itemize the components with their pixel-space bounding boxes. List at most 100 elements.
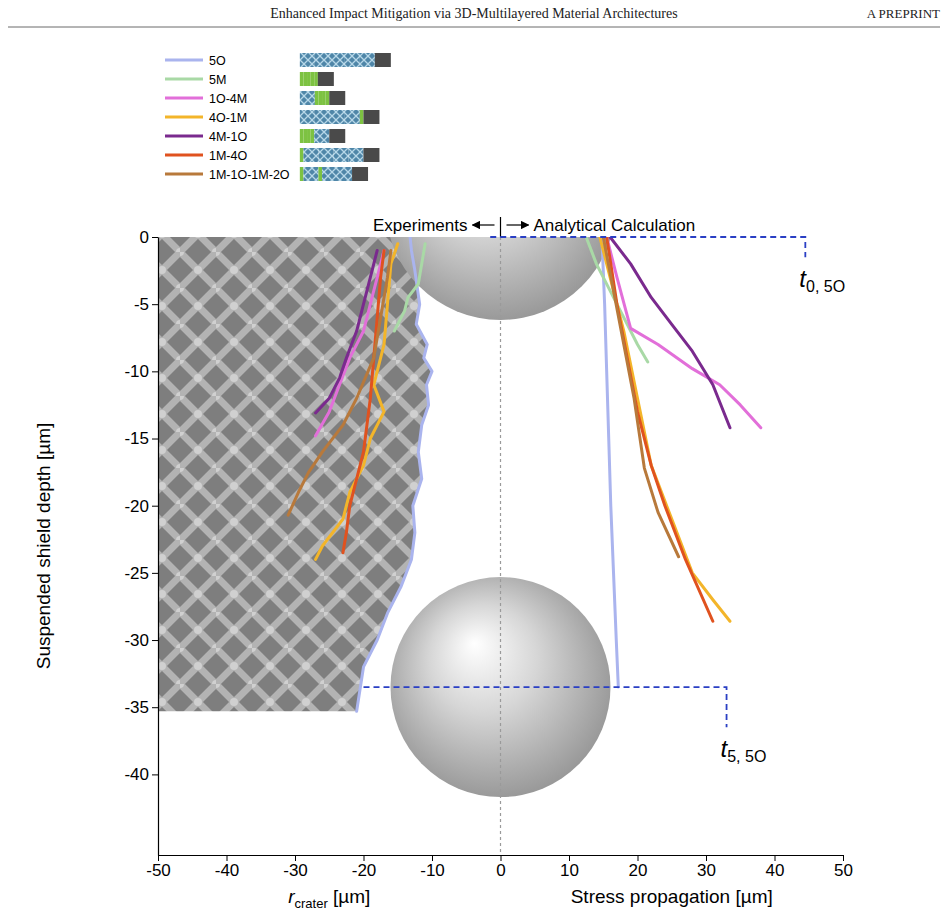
experiment-line — [394, 244, 425, 331]
legend-swatch — [165, 173, 203, 176]
experiment-line — [343, 250, 384, 552]
legend-swatch — [165, 78, 203, 81]
legend-label: 4O-1M — [209, 111, 247, 125]
legend-layer — [300, 129, 304, 143]
header-rule — [8, 27, 940, 28]
legend-layer — [314, 72, 318, 86]
x-axis-title-part: [µm] — [328, 886, 371, 907]
legend-substrate — [329, 129, 345, 143]
legend-layer — [322, 91, 326, 105]
legend-substrate — [352, 167, 368, 181]
tick: -10 — [124, 362, 158, 381]
annotation-label: t5, 5O — [721, 735, 767, 765]
tick-label: 0 — [496, 861, 505, 880]
tick-mark — [152, 640, 158, 641]
legend-layer — [307, 129, 311, 143]
tick: -35 — [124, 698, 158, 717]
legend-layer — [348, 148, 363, 162]
legend-layer — [315, 91, 319, 105]
tick-mark — [152, 371, 158, 372]
annotation-line — [490, 237, 805, 257]
legend-label: 4M-1O — [209, 130, 247, 144]
tick: -30 — [124, 631, 158, 650]
divider-tick — [500, 217, 501, 237]
analytical-line — [607, 237, 761, 428]
legend-layer — [303, 72, 307, 86]
divider-arrow — [507, 224, 529, 225]
tick: 0 — [496, 855, 505, 880]
tick: 40 — [766, 855, 785, 880]
tick: 50 — [834, 855, 853, 880]
x-axis-title: Stress propagation [µm] — [571, 886, 773, 907]
legend-layer — [360, 53, 375, 67]
legend-substrate — [329, 91, 345, 105]
tick-label: -20 — [352, 861, 377, 880]
legend-layer — [300, 53, 315, 67]
legend-layer — [311, 129, 315, 143]
legend-swatch — [165, 116, 203, 119]
legend-layer — [300, 91, 315, 105]
tick-label: 40 — [766, 861, 785, 880]
legend-substrate — [363, 110, 379, 124]
annotation-label: t0, 5O — [799, 265, 845, 295]
tick: -50 — [146, 855, 171, 880]
tick: -20 — [124, 497, 158, 516]
legend-layer — [345, 53, 360, 67]
legend-layer — [337, 167, 352, 181]
y-axis: -40-35-30-25-20-15-10-50 — [124, 228, 158, 856]
legend-layer — [303, 167, 318, 181]
legend-layer — [333, 148, 348, 162]
tick-mark — [152, 774, 158, 775]
lattice-image — [158, 237, 432, 711]
tick-label: 0 — [140, 228, 149, 247]
legend-swatch — [165, 59, 203, 62]
annotation-line — [364, 687, 727, 727]
tick-label: 10 — [560, 861, 579, 880]
legend-layer — [322, 167, 337, 181]
tick-label: -15 — [124, 429, 149, 448]
tick-label: -30 — [124, 631, 149, 650]
tick-label: 20 — [629, 861, 648, 880]
legend-layer — [318, 91, 322, 105]
tick: -25 — [124, 564, 158, 583]
tick: 30 — [697, 855, 716, 880]
tick-mark — [152, 506, 158, 507]
tick-label: -5 — [134, 295, 149, 314]
annotation-label-part: 5, 5O — [727, 748, 766, 765]
divider-label: Experiments — [373, 216, 467, 235]
legend-layer — [303, 148, 318, 162]
tick-label: -40 — [215, 861, 240, 880]
legend-substrate — [375, 53, 391, 67]
x-axis-title-part: crater — [294, 896, 328, 911]
tick-mark — [152, 573, 158, 574]
tick: 20 — [629, 855, 648, 880]
x-axis: -50 -40 -30 -20 -10 0 10 20 30 40 50 — [146, 855, 853, 880]
y-axis-title: Suspended shield depth [µm] — [33, 423, 54, 670]
tick: 0 — [140, 228, 158, 247]
tick-mark — [152, 237, 158, 238]
experiment-line — [288, 250, 391, 515]
tick: -30 — [283, 855, 308, 880]
tick: -40 — [215, 855, 240, 880]
legend-layer — [303, 129, 307, 143]
plot-lines — [288, 237, 761, 711]
legend-layer — [345, 110, 360, 124]
tick-label: -35 — [124, 698, 149, 717]
divider-arrow — [473, 224, 495, 225]
legend-layer — [330, 53, 345, 67]
legend-layer — [307, 72, 311, 86]
legend-substrate — [363, 148, 379, 162]
page-header-label: A PREPRINT — [867, 6, 940, 21]
tick: -10 — [420, 855, 445, 880]
tick-mark — [152, 707, 158, 708]
analytical-line — [603, 237, 678, 557]
legend-label: 1M-4O — [209, 149, 247, 163]
x-axis-title: rcrater [µm] — [288, 886, 370, 911]
legend-label: 5M — [209, 73, 226, 87]
background-illustration — [158, 237, 616, 797]
legend-layer — [300, 148, 304, 162]
legend-layer — [326, 91, 330, 105]
tick: 10 — [560, 855, 579, 880]
tick-label: 30 — [697, 861, 716, 880]
tick-mark — [152, 304, 158, 305]
